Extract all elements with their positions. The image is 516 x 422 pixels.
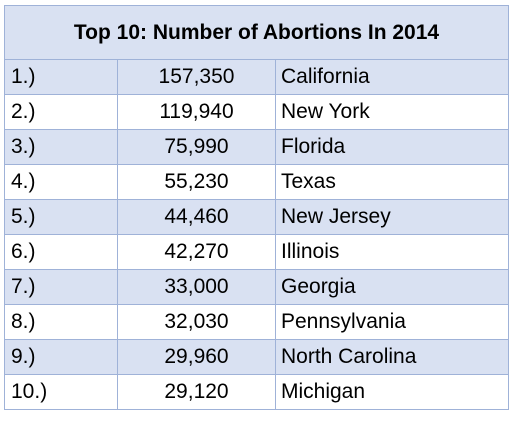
table-row: 8.) 32,030 Pennsylvania <box>4 304 509 340</box>
table-header-row: Top 10: Number of Abortions In 2014 <box>4 5 509 60</box>
abortion-count-cell: 29,960 <box>117 339 276 375</box>
table-row: 4.) 55,230 Texas <box>4 164 509 200</box>
table-row: 1.) 157,350 California <box>4 59 509 95</box>
state-name-cell: New York <box>275 94 509 130</box>
state-name-cell: Illinois <box>275 234 509 270</box>
rank-cell: 5.) <box>4 199 118 235</box>
state-name-cell: Texas <box>275 164 509 200</box>
rank-cell: 6.) <box>4 234 118 270</box>
abortion-count-cell: 55,230 <box>117 164 276 200</box>
rank-cell: 9.) <box>4 339 118 375</box>
rank-cell: 10.) <box>4 374 118 410</box>
state-name-cell: New Jersey <box>275 199 509 235</box>
abortion-count-cell: 44,460 <box>117 199 276 235</box>
abortion-count-cell: 29,120 <box>117 374 276 410</box>
abortion-count-cell: 33,000 <box>117 269 276 305</box>
state-name-cell: North Carolina <box>275 339 509 375</box>
abortion-count-cell: 42,270 <box>117 234 276 270</box>
state-name-cell: California <box>275 59 509 95</box>
table-row: 9.) 29,960 North Carolina <box>4 339 509 375</box>
rank-cell: 3.) <box>4 129 118 165</box>
rank-cell: 7.) <box>4 269 118 305</box>
abortions-table: Top 10: Number of Abortions In 2014 1.) 1… <box>4 5 509 410</box>
rank-cell: 4.) <box>4 164 118 200</box>
table-row: 5.) 44,460 New Jersey <box>4 199 509 235</box>
abortion-count-cell: 32,030 <box>117 304 276 340</box>
rank-cell: 2.) <box>4 94 118 130</box>
state-name-cell: Michigan <box>275 374 509 410</box>
table-body: 1.) 157,350 California 2.) 119,940 New York 3.… <box>4 59 509 410</box>
state-name-cell: Florida <box>275 129 509 165</box>
state-name-cell: Pennsylvania <box>275 304 509 340</box>
rank-cell: 8.) <box>4 304 118 340</box>
rank-cell: 1.) <box>4 59 118 95</box>
table-row: 2.) 119,940 New York <box>4 94 509 130</box>
table-row: 3.) 75,990 Florida <box>4 129 509 165</box>
table-title: Top 10: Number of Abortions In 2014 <box>4 5 509 60</box>
state-name-cell: Georgia <box>275 269 509 305</box>
table-row: 10.) 29,120 Michigan <box>4 374 509 410</box>
table-row: 7.) 33,000 Georgia <box>4 269 509 305</box>
table-row: 6.) 42,270 Illinois <box>4 234 509 270</box>
abortion-count-cell: 157,350 <box>117 59 276 95</box>
abortion-count-cell: 119,940 <box>117 94 276 130</box>
abortion-count-cell: 75,990 <box>117 129 276 165</box>
